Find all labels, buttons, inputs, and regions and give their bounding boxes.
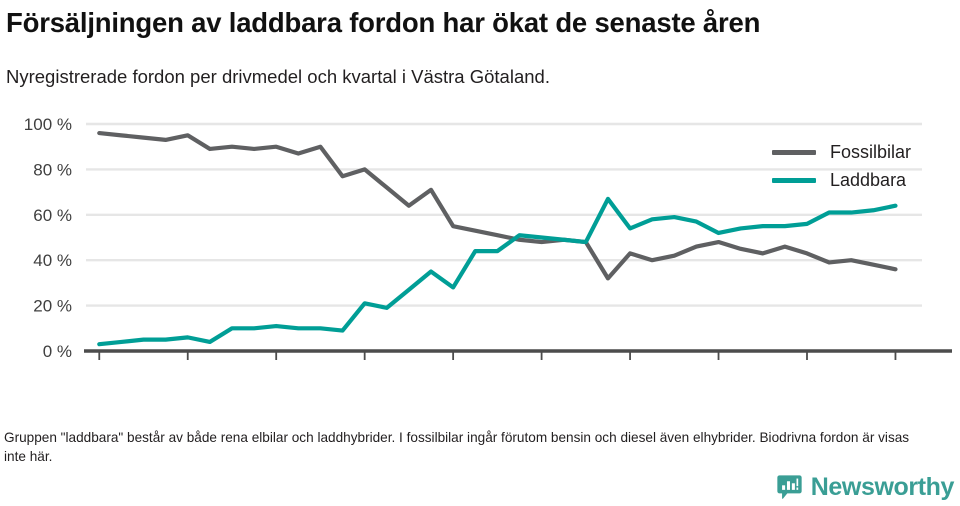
chart-footnote: Gruppen "laddbara" består av både rena e… xyxy=(4,430,910,464)
series-line-fossilbilar xyxy=(97,130,898,281)
bar-chart-bubble-icon xyxy=(776,474,803,501)
y-tick-label: 100 % xyxy=(24,115,72,134)
x-tick-label: 2021 xyxy=(434,367,472,370)
series-line-laddbara xyxy=(97,196,898,347)
x-tick-label: 2023 xyxy=(611,367,649,370)
y-tick-label: 40 % xyxy=(33,251,72,270)
legend-label-fossilbilar: Fossilbilar xyxy=(830,141,912,162)
x-tick-label: 2019 xyxy=(257,367,295,370)
x-tick-label: 2018 xyxy=(169,367,207,370)
logo-text: Newsworthy xyxy=(810,472,955,501)
chart-legend: Fossilbilar Laddbara xyxy=(772,138,952,194)
x-tick-label: 2026 xyxy=(877,367,915,370)
x-tick-label: 2025 xyxy=(788,367,826,370)
newsworthy-logo[interactable]: Newsworthy xyxy=(776,472,954,502)
x-tick-label: 2024 xyxy=(700,367,738,370)
x-tick-label: 2020 xyxy=(346,367,384,370)
y-tick-label: 20 % xyxy=(33,297,72,316)
y-tick-label: 60 % xyxy=(33,206,72,225)
series-lines xyxy=(97,130,898,347)
legend-item-laddbara[interactable]: Laddbara xyxy=(772,166,952,194)
legend-label-laddbara: Laddbara xyxy=(830,169,907,190)
gridlines xyxy=(86,122,922,307)
y-tick-label: 80 % xyxy=(33,160,72,179)
chart-subtitle: Nyregistrerade fordon per drivmedel och … xyxy=(6,66,550,87)
x-tick-label: 2022 xyxy=(523,367,561,370)
x-tick-label: 2017 xyxy=(80,367,118,370)
legend-swatch-laddbara xyxy=(772,177,816,183)
page-title: Försäljningen av laddbara fordon har öka… xyxy=(6,7,761,38)
legend-item-fossilbilar[interactable]: Fossilbilar xyxy=(772,138,952,166)
legend-swatch-fossilbilar xyxy=(772,149,816,155)
line-chart-svg: 0 % 20 % 40 % 60 % 80 % 100 % 2017 2018 2019 202… xyxy=(24,115,952,370)
y-tick-label: 0 % xyxy=(43,342,72,361)
y-axis-tick-labels: 0 % 20 % 40 % 60 % 80 % 100 % xyxy=(24,115,72,361)
x-axis xyxy=(84,349,952,360)
chart-plot-area: 0 % 20 % 40 % 60 % 80 % 100 % 2017 2018 2019 202… xyxy=(0,110,960,370)
x-axis-tick-labels: 2017 2018 2019 2020 2021 2022 2023 2024 2025 2026 xyxy=(80,367,914,370)
